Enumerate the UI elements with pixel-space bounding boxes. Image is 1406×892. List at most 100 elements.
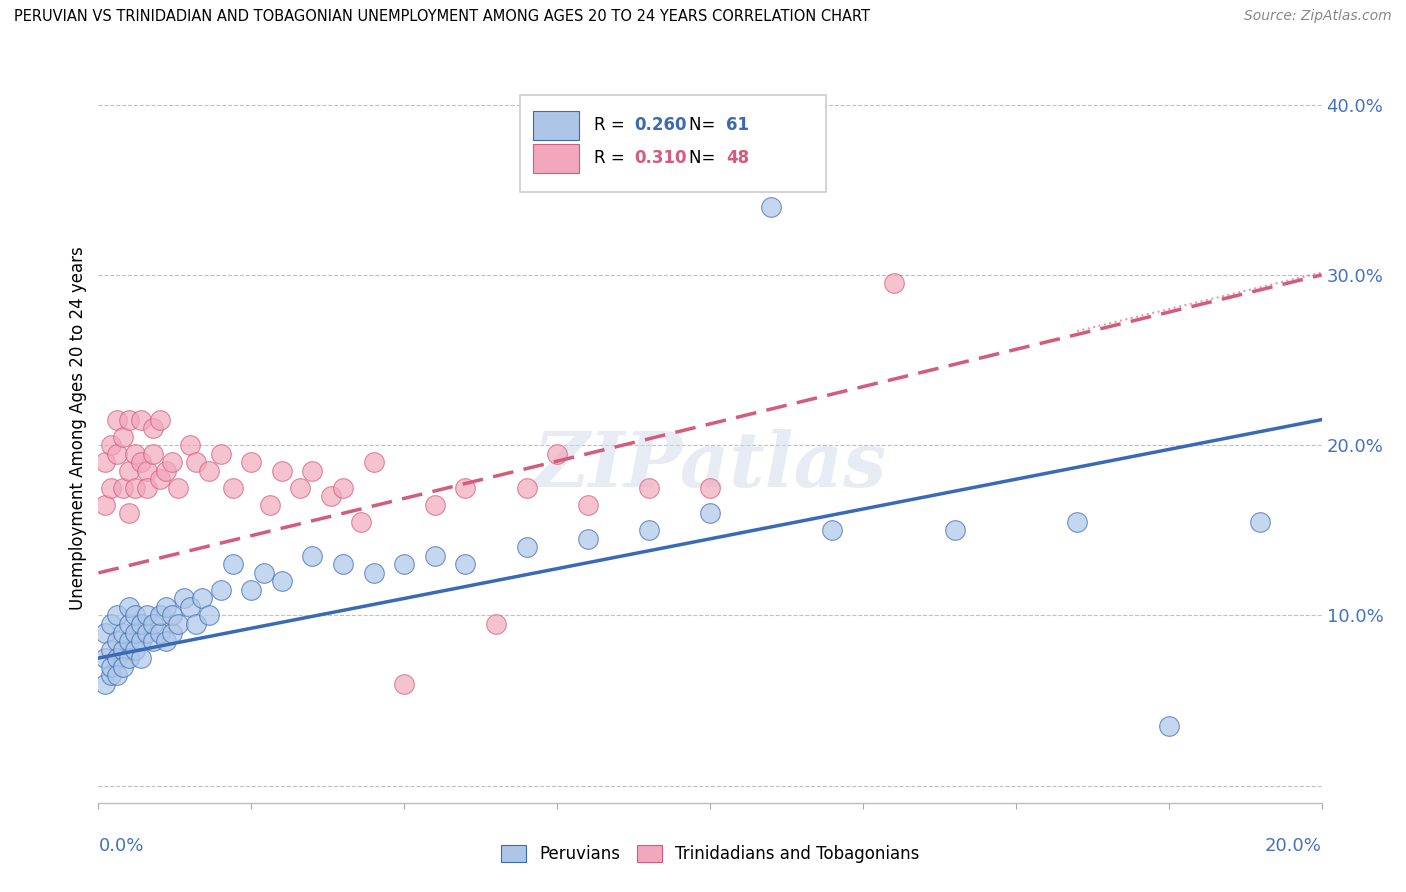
Point [186,617,208,632]
Point [319,489,342,503]
Point [363,455,385,469]
FancyBboxPatch shape [533,145,579,173]
Point [240,455,263,469]
Point [118,634,141,648]
Point [209,582,232,597]
Point [197,464,219,478]
Text: 48: 48 [725,150,749,168]
Point [118,412,141,426]
Point [100,642,122,657]
Point [136,608,159,623]
Point [943,524,966,538]
Point [124,642,146,657]
Point [118,651,141,665]
Point [209,447,232,461]
Point [124,481,146,495]
Point [179,438,201,452]
Point [149,608,172,623]
Point [111,430,134,444]
Point [821,524,844,538]
Point [1157,719,1180,733]
Point [105,651,128,665]
Point [332,481,354,495]
Point [100,438,122,452]
FancyBboxPatch shape [520,95,827,192]
Point [546,447,568,461]
Point [222,558,245,572]
Point [516,541,538,555]
Point [129,634,152,648]
Point [100,617,122,632]
Point [1066,515,1088,529]
Point [142,617,165,632]
Point [485,617,508,632]
Point [124,447,146,461]
Point [167,481,190,495]
Point [699,481,721,495]
Point [118,599,141,614]
Text: 0.310: 0.310 [634,150,686,168]
Text: Source: ZipAtlas.com: Source: ZipAtlas.com [1244,9,1392,23]
Point [637,524,661,538]
Point [699,506,721,520]
Point [883,277,905,291]
Point [759,200,782,214]
Point [222,481,245,495]
Point [392,676,416,690]
Point [423,498,446,512]
Point [129,455,152,469]
Point [576,498,599,512]
Point [136,625,159,640]
Point [149,472,172,486]
Point [301,464,323,478]
Text: N=: N= [689,150,721,168]
Point [105,447,128,461]
Point [93,498,115,512]
Point [301,549,323,563]
Text: 0.260: 0.260 [634,117,686,135]
Point [100,659,122,673]
Point [111,481,134,495]
Point [516,481,538,495]
Point [105,412,128,426]
Point [270,574,292,589]
Point [118,617,141,632]
Point [179,599,201,614]
Point [93,651,115,665]
Point [155,634,177,648]
Point [160,625,183,640]
Text: 61: 61 [725,117,749,135]
Point [149,412,172,426]
Point [332,558,354,572]
Point [290,481,312,495]
Point [136,481,159,495]
Point [259,498,281,512]
Text: 20.0%: 20.0% [1265,837,1322,855]
Point [160,455,183,469]
Point [111,642,134,657]
Point [105,608,128,623]
Point [124,625,146,640]
FancyBboxPatch shape [533,112,579,140]
Point [142,634,165,648]
Point [160,608,183,623]
Point [576,532,599,546]
Point [173,591,195,606]
Point [454,558,477,572]
Point [129,412,152,426]
Text: 0.0%: 0.0% [98,837,143,855]
Point [186,455,208,469]
Point [105,634,128,648]
Point [100,668,122,682]
Point [454,481,477,495]
Point [252,566,274,580]
Point [105,668,128,682]
Point [142,421,165,435]
Point [350,515,373,529]
Point [1249,515,1271,529]
Point [155,599,177,614]
Point [363,566,385,580]
Text: R =: R = [593,150,630,168]
Point [100,481,122,495]
Point [637,481,661,495]
